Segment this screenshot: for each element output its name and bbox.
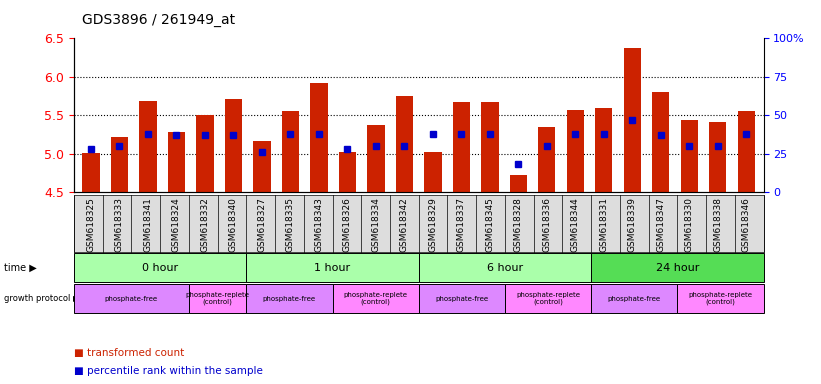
Text: phosphate-free: phosphate-free (105, 296, 158, 301)
Text: 0 hour: 0 hour (142, 263, 178, 273)
Bar (310, 83, 328, 192)
Bar (339, 152, 356, 192)
Text: 6 hour: 6 hour (487, 263, 523, 273)
Bar (738, 111, 755, 192)
Bar (681, 120, 698, 192)
Bar (82, 153, 99, 192)
Bar (539, 127, 556, 192)
Bar (368, 125, 384, 192)
Bar (595, 108, 612, 192)
Bar (453, 102, 470, 192)
Bar (510, 175, 527, 192)
Text: ■ transformed count: ■ transformed count (74, 348, 184, 358)
Bar (282, 111, 299, 192)
Text: phosphate-free: phosphate-free (608, 296, 661, 301)
Text: 24 hour: 24 hour (656, 263, 699, 273)
Bar (254, 141, 271, 192)
Bar (566, 110, 584, 192)
Text: phosphate-replete
(control): phosphate-replete (control) (689, 292, 752, 305)
Bar (424, 152, 442, 192)
Bar (196, 115, 213, 192)
Bar (653, 92, 669, 192)
Bar (225, 99, 242, 192)
Bar (624, 48, 641, 192)
Text: phosphate-replete
(control): phosphate-replete (control) (516, 292, 580, 305)
Bar (481, 102, 498, 192)
Text: GDS3896 / 261949_at: GDS3896 / 261949_at (82, 13, 236, 27)
Text: growth protocol ▶: growth protocol ▶ (4, 294, 80, 303)
Bar (709, 122, 727, 192)
Text: phosphate-replete
(control): phosphate-replete (control) (344, 292, 407, 305)
Text: phosphate-replete
(control): phosphate-replete (control) (186, 292, 250, 305)
Text: 1 hour: 1 hour (314, 263, 351, 273)
Bar (140, 101, 157, 192)
Bar (168, 132, 185, 192)
Bar (111, 137, 128, 192)
Text: phosphate-free: phosphate-free (435, 296, 488, 301)
Text: time ▶: time ▶ (4, 263, 37, 273)
Text: ■ percentile rank within the sample: ■ percentile rank within the sample (74, 366, 263, 376)
Text: phosphate-free: phosphate-free (263, 296, 316, 301)
Bar (396, 96, 413, 192)
